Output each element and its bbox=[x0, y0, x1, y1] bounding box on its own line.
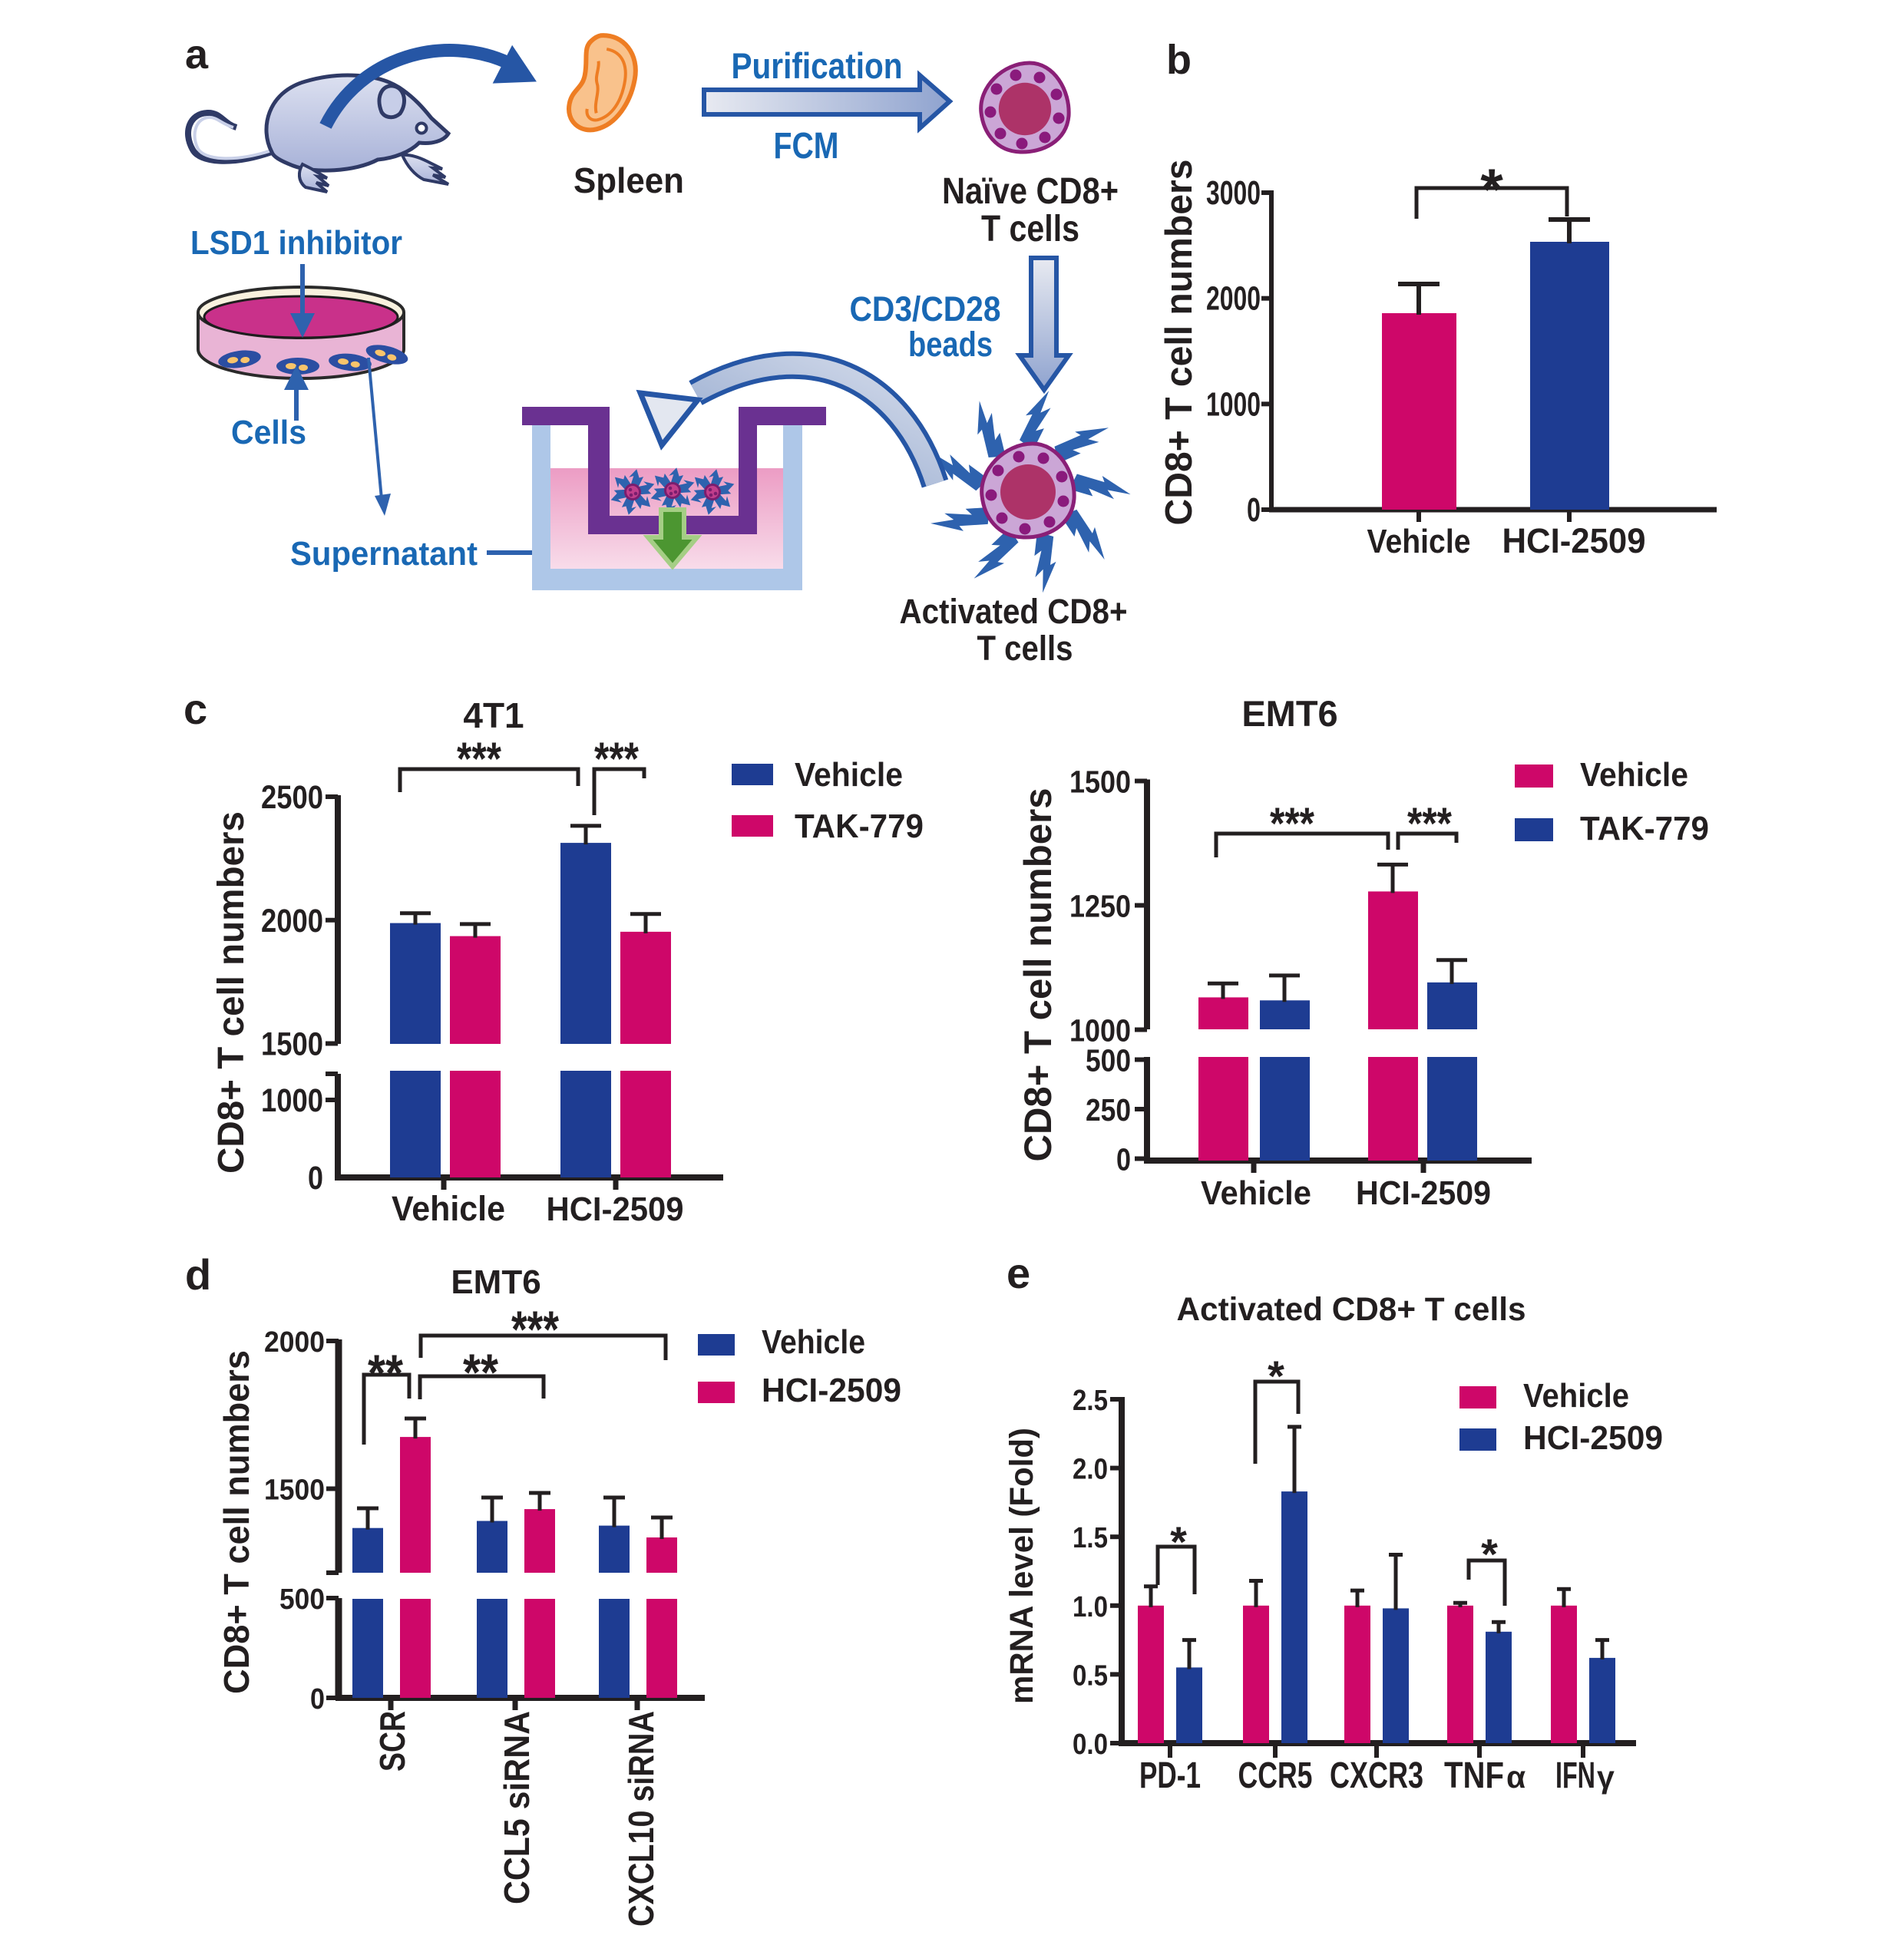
svg-text:HCI-2509: HCI-2509 bbox=[762, 1372, 901, 1409]
svg-text:2000: 2000 bbox=[264, 1326, 325, 1359]
svg-text:LSD1 inhibitor: LSD1 inhibitor bbox=[190, 224, 402, 262]
svg-text:0: 0 bbox=[308, 1160, 323, 1197]
svg-text:EMT6: EMT6 bbox=[451, 1263, 540, 1301]
svg-text:PD-1: PD-1 bbox=[1139, 1755, 1201, 1796]
svg-text:*: * bbox=[1480, 157, 1503, 223]
svg-text:1.0: 1.0 bbox=[1073, 1591, 1108, 1623]
svg-text:b: b bbox=[1166, 37, 1192, 83]
svg-text:HCI-2509: HCI-2509 bbox=[1502, 521, 1646, 560]
svg-text:500: 500 bbox=[1086, 1043, 1131, 1078]
svg-text:**: ** bbox=[463, 1343, 498, 1402]
svg-text:2500: 2500 bbox=[261, 779, 323, 816]
svg-text:***: *** bbox=[594, 733, 640, 784]
svg-text:Vehicle: Vehicle bbox=[1201, 1174, 1311, 1212]
svg-text:2000: 2000 bbox=[261, 903, 323, 940]
svg-text:CD8+ T cell numbers: CD8+ T cell numbers bbox=[211, 811, 252, 1174]
svg-text:CD8+ T cell numbers: CD8+ T cell numbers bbox=[1016, 788, 1059, 1162]
svg-text:CD3/CD28: CD3/CD28 bbox=[850, 289, 1001, 329]
svg-text:***: *** bbox=[1270, 799, 1314, 849]
svg-text:0.0: 0.0 bbox=[1073, 1729, 1108, 1761]
svg-text:SCR: SCR bbox=[372, 1711, 412, 1772]
svg-text:3000: 3000 bbox=[1206, 174, 1261, 212]
svg-text:d: d bbox=[185, 1250, 211, 1299]
svg-text:γ: γ bbox=[1597, 1759, 1615, 1795]
svg-text:T cells: T cells bbox=[977, 629, 1073, 668]
svg-text:4T1: 4T1 bbox=[463, 695, 524, 735]
svg-text:Purification: Purification bbox=[732, 45, 903, 86]
svg-text:***: *** bbox=[511, 1300, 559, 1359]
svg-text:IFN: IFN bbox=[1555, 1755, 1595, 1796]
svg-text:a: a bbox=[185, 31, 209, 78]
svg-text:1500: 1500 bbox=[261, 1026, 323, 1063]
svg-text:Vehicle: Vehicle bbox=[1580, 756, 1688, 794]
svg-text:Vehicle: Vehicle bbox=[795, 756, 903, 794]
svg-text:*: * bbox=[1268, 1352, 1284, 1400]
svg-text:Supernatant: Supernatant bbox=[290, 535, 478, 573]
svg-text:*: * bbox=[1170, 1517, 1187, 1566]
svg-text:1.5: 1.5 bbox=[1073, 1522, 1108, 1554]
svg-text:CCR5: CCR5 bbox=[1238, 1755, 1313, 1796]
svg-text:**: ** bbox=[368, 1344, 403, 1402]
svg-text:1000: 1000 bbox=[261, 1082, 323, 1119]
svg-text:CXCL10 siRNA: CXCL10 siRNA bbox=[621, 1711, 661, 1927]
svg-text:500: 500 bbox=[279, 1583, 325, 1616]
svg-text:Vehicle: Vehicle bbox=[392, 1189, 505, 1228]
svg-text:CD8+ T cell numbers: CD8+ T cell numbers bbox=[217, 1350, 256, 1694]
svg-text:TAK-779: TAK-779 bbox=[795, 807, 924, 845]
svg-text:CD8+ T cell numbers: CD8+ T cell numbers bbox=[1159, 160, 1200, 526]
svg-text:HCI-2509: HCI-2509 bbox=[1523, 1419, 1663, 1457]
svg-text:mRNA level (Fold): mRNA level (Fold) bbox=[1003, 1428, 1040, 1704]
svg-text:FCM: FCM bbox=[774, 126, 839, 167]
svg-text:Vehicle: Vehicle bbox=[1523, 1377, 1629, 1415]
svg-text:***: *** bbox=[1407, 799, 1452, 849]
svg-text:HCI-2509: HCI-2509 bbox=[1356, 1174, 1491, 1212]
svg-text:2000: 2000 bbox=[1206, 280, 1261, 318]
svg-text:1000: 1000 bbox=[1069, 1013, 1131, 1049]
svg-text:c: c bbox=[183, 685, 207, 733]
svg-text:0: 0 bbox=[1116, 1142, 1131, 1177]
svg-text:1250: 1250 bbox=[1069, 889, 1131, 924]
svg-text:1000: 1000 bbox=[1206, 385, 1261, 423]
svg-text:α: α bbox=[1506, 1759, 1526, 1795]
svg-text:e: e bbox=[1007, 1249, 1030, 1297]
svg-text:Activated CD8+ T cells: Activated CD8+ T cells bbox=[1177, 1291, 1526, 1328]
svg-text:EMT6: EMT6 bbox=[1241, 693, 1337, 734]
svg-text:Spleen: Spleen bbox=[574, 160, 684, 200]
svg-text:Cells: Cells bbox=[231, 414, 306, 451]
svg-text:0: 0 bbox=[1247, 491, 1261, 529]
svg-text:CXCR3: CXCR3 bbox=[1330, 1755, 1423, 1796]
svg-text:Vehicle: Vehicle bbox=[762, 1323, 865, 1361]
svg-text:2.5: 2.5 bbox=[1073, 1385, 1108, 1417]
svg-text:CCL5 siRNA: CCL5 siRNA bbox=[497, 1711, 537, 1904]
svg-text:250: 250 bbox=[1086, 1092, 1131, 1128]
svg-text:2.0: 2.0 bbox=[1073, 1454, 1108, 1486]
svg-text:0: 0 bbox=[310, 1683, 325, 1716]
svg-text:TAK-779: TAK-779 bbox=[1580, 810, 1709, 847]
svg-text:1500: 1500 bbox=[1069, 764, 1131, 800]
svg-text:1500: 1500 bbox=[264, 1475, 325, 1507]
svg-text:HCI-2509: HCI-2509 bbox=[547, 1191, 684, 1228]
svg-text:Vehicle: Vehicle bbox=[1367, 523, 1471, 560]
svg-text:***: *** bbox=[457, 733, 502, 784]
svg-text:TNF: TNF bbox=[1444, 1755, 1504, 1796]
svg-text:Naïve CD8+: Naïve CD8+ bbox=[942, 171, 1119, 212]
svg-text:Activated CD8+: Activated CD8+ bbox=[900, 592, 1128, 631]
svg-text:0.5: 0.5 bbox=[1073, 1659, 1108, 1692]
svg-text:*: * bbox=[1481, 1530, 1498, 1578]
svg-text:T cells: T cells bbox=[981, 209, 1079, 249]
svg-text:beads: beads bbox=[908, 325, 993, 364]
